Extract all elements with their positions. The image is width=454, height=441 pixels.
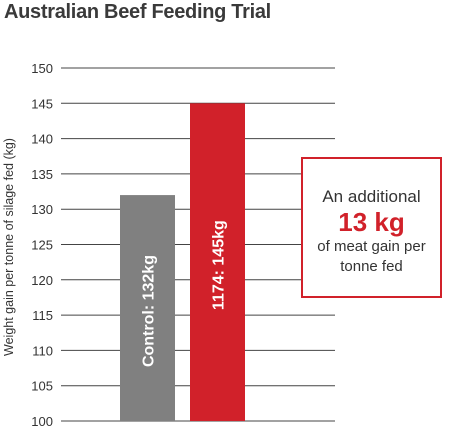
- y-tick-label: 125: [31, 238, 53, 253]
- bar: [120, 195, 175, 421]
- chart-title: Australian Beef Feeding Trial: [4, 1, 271, 23]
- callout-highlight: 13 kg: [338, 207, 405, 237]
- y-tick-labels: 100 105 110 115 120 125 130 135 140 145 150: [31, 61, 53, 429]
- y-tick-label: 105: [31, 379, 53, 394]
- y-tick-label: 150: [31, 61, 53, 76]
- callout-line3: tonne fed: [340, 258, 403, 275]
- y-tick-label: 135: [31, 167, 53, 182]
- callout-line2: of meat gain per: [317, 238, 426, 255]
- bars: Control: 132kg 1174: 145kg: [120, 103, 245, 422]
- y-tick-label: 130: [31, 202, 53, 217]
- bar-data-label: 1174: 145kg: [211, 220, 228, 310]
- y-tick-label: 100: [31, 414, 53, 429]
- callout-box: An additional 13 kg of meat gain per ton…: [301, 157, 442, 298]
- y-tick-label: 115: [32, 308, 53, 323]
- y-tick-label: 110: [32, 343, 53, 358]
- y-tick-label: 140: [31, 132, 53, 147]
- y-tick-label: 120: [31, 273, 53, 288]
- y-axis-label: Weight gain per tonne of silage fed (kg): [2, 138, 16, 356]
- bar-data-label: Control: 132kg: [141, 255, 158, 367]
- callout-line1: An additional: [322, 187, 421, 206]
- y-tick-label: 145: [31, 96, 53, 111]
- bar: [190, 103, 245, 422]
